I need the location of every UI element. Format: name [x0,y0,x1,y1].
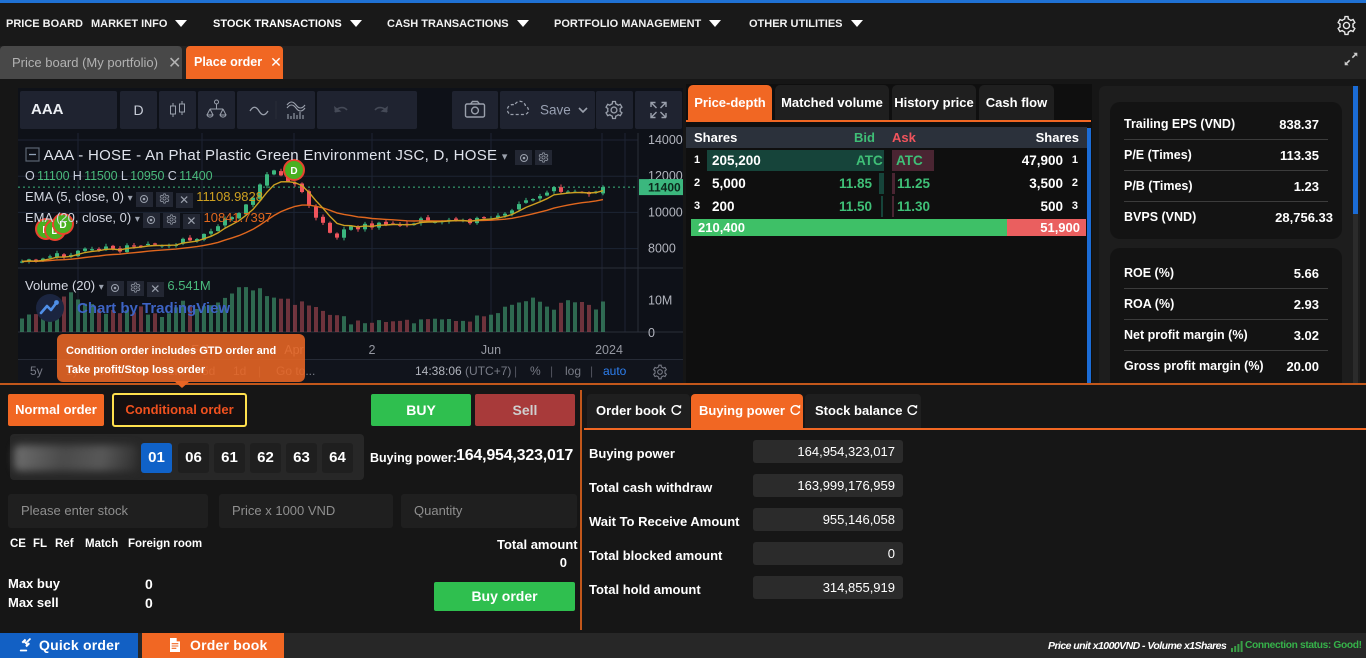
svg-text:14000: 14000 [648,133,683,147]
svg-text:10000: 10000 [648,205,683,219]
svg-text:2: 2 [369,343,376,357]
svg-text:D: D [59,220,66,231]
svg-text:0: 0 [648,326,655,340]
svg-text:8000: 8000 [648,242,676,256]
svg-text:Jun: Jun [481,343,501,357]
svg-text:D: D [290,166,297,177]
svg-text:11400: 11400 [648,181,681,195]
svg-text:2024: 2024 [595,343,623,357]
svg-text:10M: 10M [648,294,672,308]
svg-text:Save: Save [540,103,571,118]
